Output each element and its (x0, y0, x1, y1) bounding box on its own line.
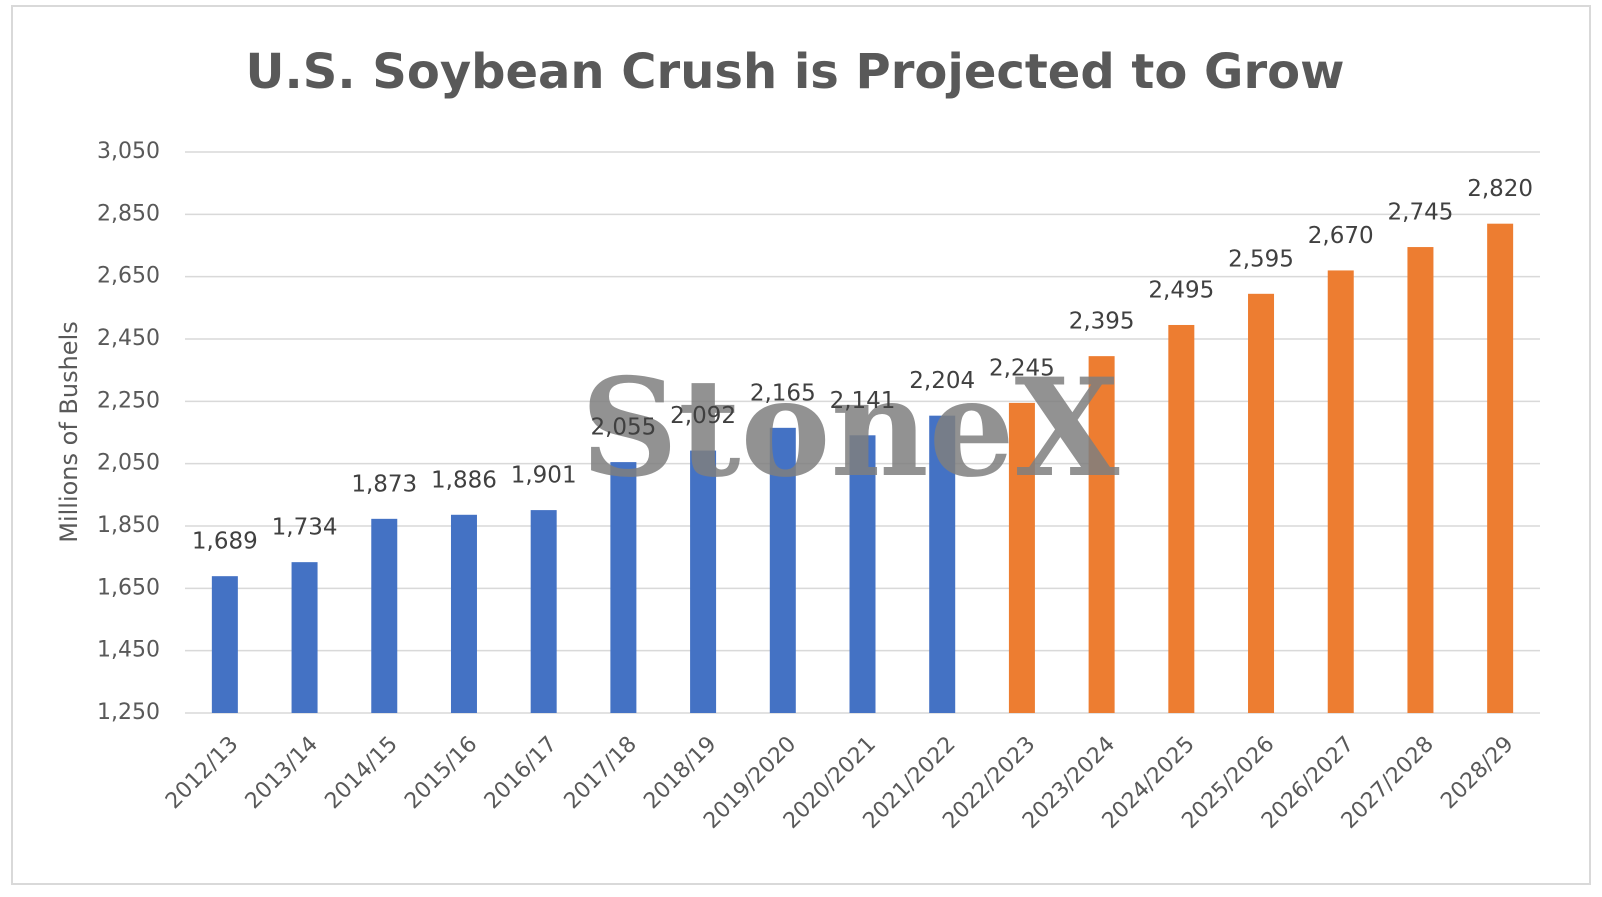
bar (1008, 402, 1035, 713)
bar (849, 435, 876, 713)
y-tick-label: 3,050 (97, 139, 160, 164)
bar (1487, 223, 1514, 713)
bar (1088, 356, 1115, 713)
data-label: 2,055 (590, 415, 656, 441)
data-label: 2,820 (1467, 176, 1533, 202)
bar (1248, 293, 1275, 713)
data-label: 2,245 (989, 355, 1055, 381)
y-tick-label: 1,650 (97, 575, 160, 600)
data-label: 1,734 (272, 515, 338, 541)
watermark: StoneX (581, 348, 1120, 507)
y-tick-label: 1,450 (97, 638, 160, 663)
data-label: 2,204 (909, 368, 975, 394)
bar (291, 562, 318, 713)
bar (1327, 270, 1354, 713)
y-tick-label: 2,250 (97, 388, 160, 413)
data-label: 2,395 (1069, 309, 1135, 335)
y-tick-label: 2,050 (97, 451, 160, 476)
y-tick-label: 2,650 (97, 264, 160, 289)
bar (371, 518, 398, 713)
data-label: 2,670 (1308, 223, 1374, 249)
chart-title: U.S. Soybean Crush is Projected to Grow (246, 44, 1345, 100)
data-label: 2,141 (830, 388, 896, 414)
y-tick-label: 2,850 (97, 201, 160, 226)
data-label: 1,886 (431, 467, 497, 493)
data-label: 1,873 (351, 471, 417, 497)
data-label: 2,495 (1148, 277, 1214, 303)
data-label: 2,092 (670, 403, 736, 429)
data-label: 1,689 (192, 529, 258, 555)
data-label: 2,745 (1388, 200, 1454, 226)
bar (690, 450, 717, 713)
bar (450, 514, 477, 713)
bar (211, 576, 238, 713)
y-tick-label: 2,450 (97, 326, 160, 351)
bar (610, 462, 637, 713)
bar (769, 427, 796, 713)
y-axis-label: Millions of Bushels (55, 321, 83, 543)
bar (929, 415, 956, 713)
data-label: 1,901 (511, 463, 577, 489)
data-label: 2,165 (750, 380, 816, 406)
bar (1168, 324, 1195, 713)
bar (1407, 247, 1434, 713)
bar (530, 510, 557, 713)
y-tick-label: 1,250 (97, 700, 160, 725)
data-label: 2,595 (1228, 246, 1294, 272)
y-tick-label: 1,850 (97, 513, 160, 538)
